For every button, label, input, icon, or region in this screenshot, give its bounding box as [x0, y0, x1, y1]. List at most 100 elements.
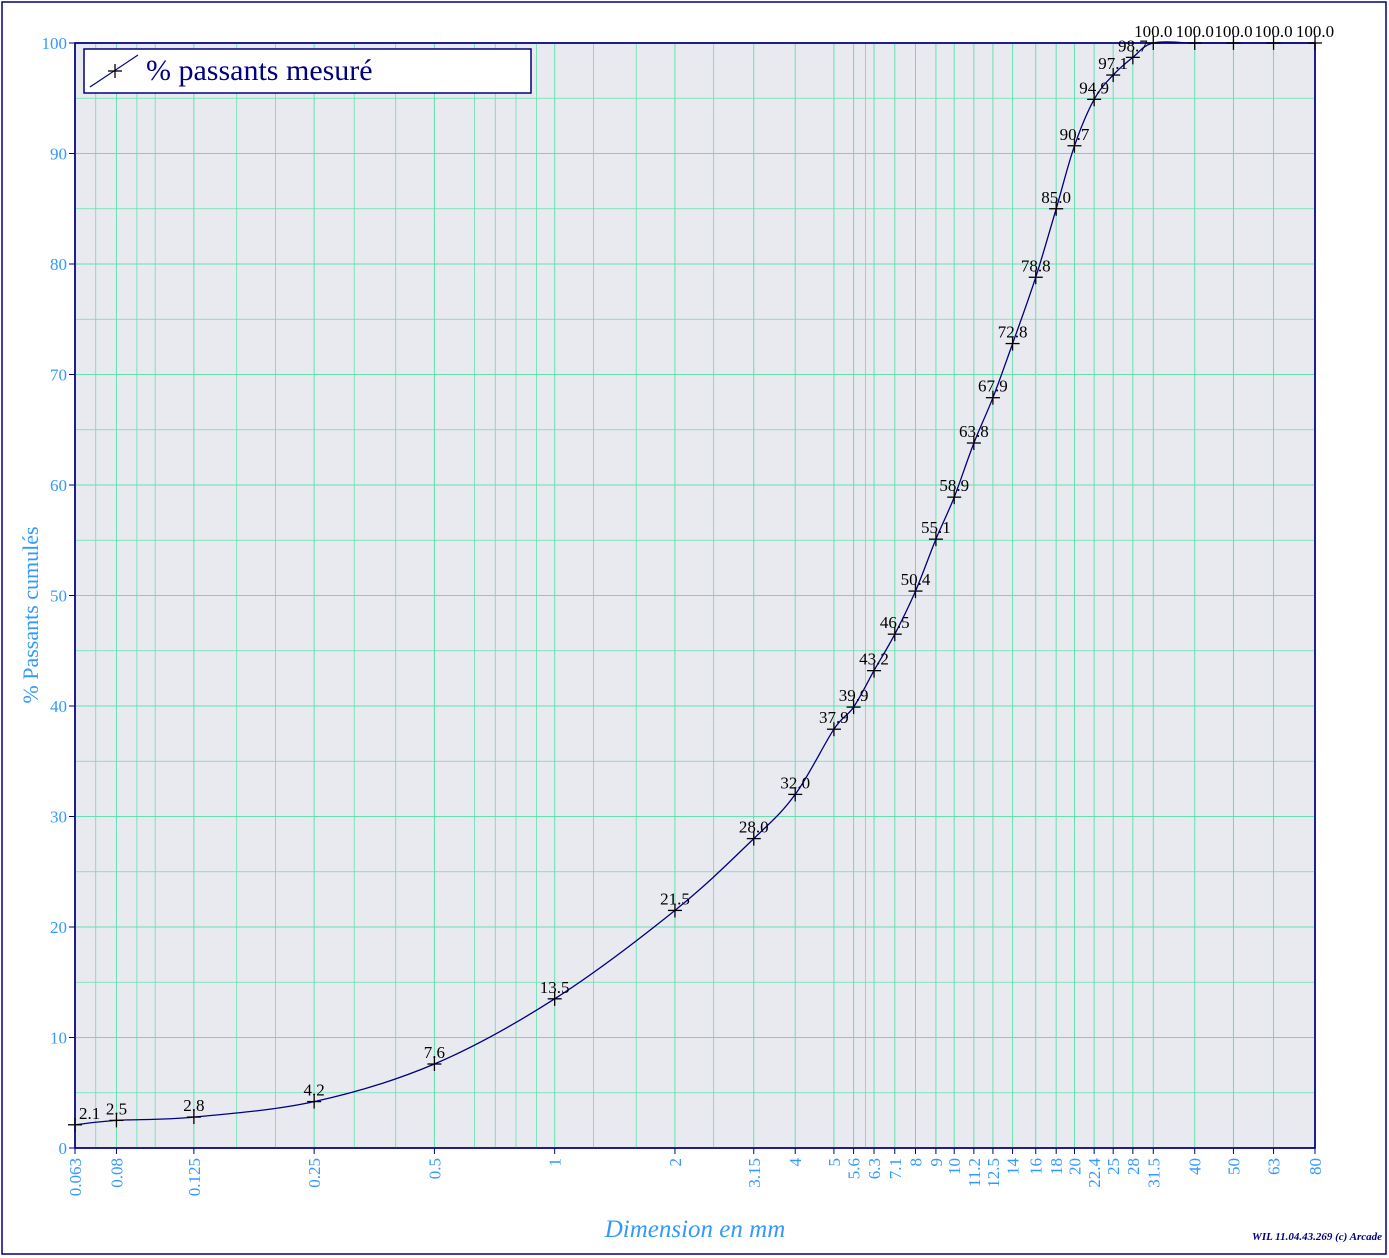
x-tick-label: 10	[945, 1158, 964, 1175]
data-point-label: 72.8	[998, 323, 1028, 342]
data-point-label: 37.9	[819, 708, 849, 727]
y-tick-label: 70	[50, 366, 67, 385]
data-point-marker	[1146, 36, 1161, 50]
y-tick-label: 100	[42, 34, 68, 53]
x-tick-label: 4	[786, 1158, 805, 1167]
data-point-label: 94.9	[1079, 78, 1109, 97]
y-tick-label: 10	[50, 1029, 67, 1048]
data-point-marker	[1028, 270, 1043, 285]
y-tick-label: 30	[50, 808, 67, 827]
data-point-marker	[68, 1117, 82, 1132]
x-tick-label: 9	[927, 1158, 946, 1167]
legend-entry: % passants mesuré	[146, 54, 373, 87]
x-tick-label: 14	[1004, 1158, 1023, 1176]
data-point-label: 100.0	[1134, 22, 1172, 41]
footer-credit: WIL 11.04.43.269 (c) Arcade	[1252, 1231, 1382, 1243]
data-point-label: 39.9	[839, 686, 869, 705]
data-point-marker	[1049, 201, 1064, 216]
data-point-label: 67.9	[978, 377, 1008, 396]
data-point-marker	[746, 831, 761, 846]
data-point-label: 32.0	[780, 773, 810, 792]
x-tick-label: 16	[1027, 1158, 1046, 1175]
y-tick-label: 90	[50, 145, 67, 164]
x-tick-label: 0.25	[305, 1158, 324, 1188]
y-tick-label: 80	[50, 255, 67, 274]
x-tick-label: 11.2	[965, 1158, 984, 1187]
data-point-marker	[928, 532, 943, 547]
data-point-marker	[1125, 50, 1140, 65]
data-point-marker	[1005, 336, 1020, 351]
x-axis-title: Dimension en mm	[604, 1216, 786, 1243]
x-tick-label: 40	[1186, 1158, 1205, 1175]
data-point-label: 55.1	[921, 518, 951, 537]
grid-minor	[75, 43, 1315, 1148]
data-point-marker	[1106, 68, 1121, 83]
data-point-label: 43.2	[859, 650, 889, 669]
x-tick-label: 25	[1104, 1158, 1123, 1175]
x-tick-label: 80	[1306, 1158, 1325, 1175]
data-point-label: 7.6	[424, 1043, 445, 1062]
x-tick-label: 2	[666, 1158, 685, 1167]
data-point-marker	[966, 436, 981, 451]
data-point-marker	[307, 1094, 322, 1109]
data-point-label: 100.0	[1296, 22, 1334, 41]
x-tick-label: 3.15	[745, 1158, 764, 1188]
data-point-marker	[985, 390, 1000, 405]
x-tick-label: 8	[906, 1158, 925, 1167]
data-point-marker	[908, 584, 923, 599]
data-point-label: 63.8	[959, 422, 989, 441]
data-point-marker	[1308, 36, 1322, 50]
x-tick-label: 50	[1224, 1158, 1243, 1175]
x-tick-label: 0.063	[66, 1158, 85, 1196]
x-tick-label: 0.08	[107, 1158, 126, 1188]
y-tick-label: 40	[50, 697, 67, 716]
data-point-label: 2.5	[106, 1099, 127, 1118]
data-point-label: 100.0	[1176, 22, 1214, 41]
x-tick-label: 1	[546, 1158, 565, 1167]
data-point-label: 98.7	[1118, 36, 1148, 55]
data-point-label: 13.5	[540, 978, 570, 997]
data-point-label: 4.2	[304, 1081, 325, 1100]
data-point-marker	[1266, 36, 1281, 50]
data-point-label: 100.0	[1214, 22, 1252, 41]
x-tick-label: 7.1	[886, 1158, 905, 1179]
x-tick-label: 22.4	[1085, 1158, 1104, 1188]
legend: % passants mesuré	[83, 48, 532, 94]
x-tick-label: 6.3	[865, 1158, 884, 1179]
data-point-label: 2.8	[183, 1096, 204, 1115]
x-tick-label: 18	[1047, 1158, 1066, 1175]
data-point-label: 58.9	[939, 476, 969, 495]
data-point-marker	[186, 1110, 201, 1125]
data-point-marker	[1187, 36, 1202, 50]
y-tick-label: 20	[50, 918, 67, 937]
data-point-label: 2.1	[79, 1104, 100, 1123]
x-tick-label: 12.5	[984, 1158, 1003, 1188]
data-point-marker	[667, 903, 682, 918]
data-point-marker	[846, 700, 861, 715]
data-point-marker	[547, 991, 562, 1006]
data-point-marker	[1087, 92, 1102, 107]
data-point-marker	[427, 1057, 442, 1072]
data-point-label: 28.0	[739, 818, 769, 837]
y-tick-label: 50	[50, 587, 67, 606]
data-point-label: 50.4	[901, 570, 931, 589]
y-tick-label: 0	[59, 1139, 68, 1158]
data-point-label: 100.0	[1254, 22, 1292, 41]
data-point-label: 46.5	[880, 613, 910, 632]
series-markers	[68, 36, 1322, 1132]
data-point-label: 90.7	[1060, 125, 1090, 144]
grid-major	[74, 43, 1316, 1148]
data-point-label: 21.5	[660, 889, 690, 908]
data-point-marker	[867, 663, 882, 678]
x-tick-label: 5.6	[845, 1158, 864, 1179]
data-point-marker	[109, 1113, 124, 1128]
data-point-marker	[1226, 36, 1241, 50]
data-point-label: 78.8	[1021, 256, 1051, 275]
y-axis-title: % Passants cumulés	[18, 526, 43, 703]
data-point-marker	[826, 722, 841, 737]
data-point-label: 85.0	[1041, 188, 1071, 207]
series-line	[74, 41, 1315, 1126]
x-tick-label: 0.125	[185, 1158, 204, 1196]
data-point-marker	[947, 490, 962, 505]
